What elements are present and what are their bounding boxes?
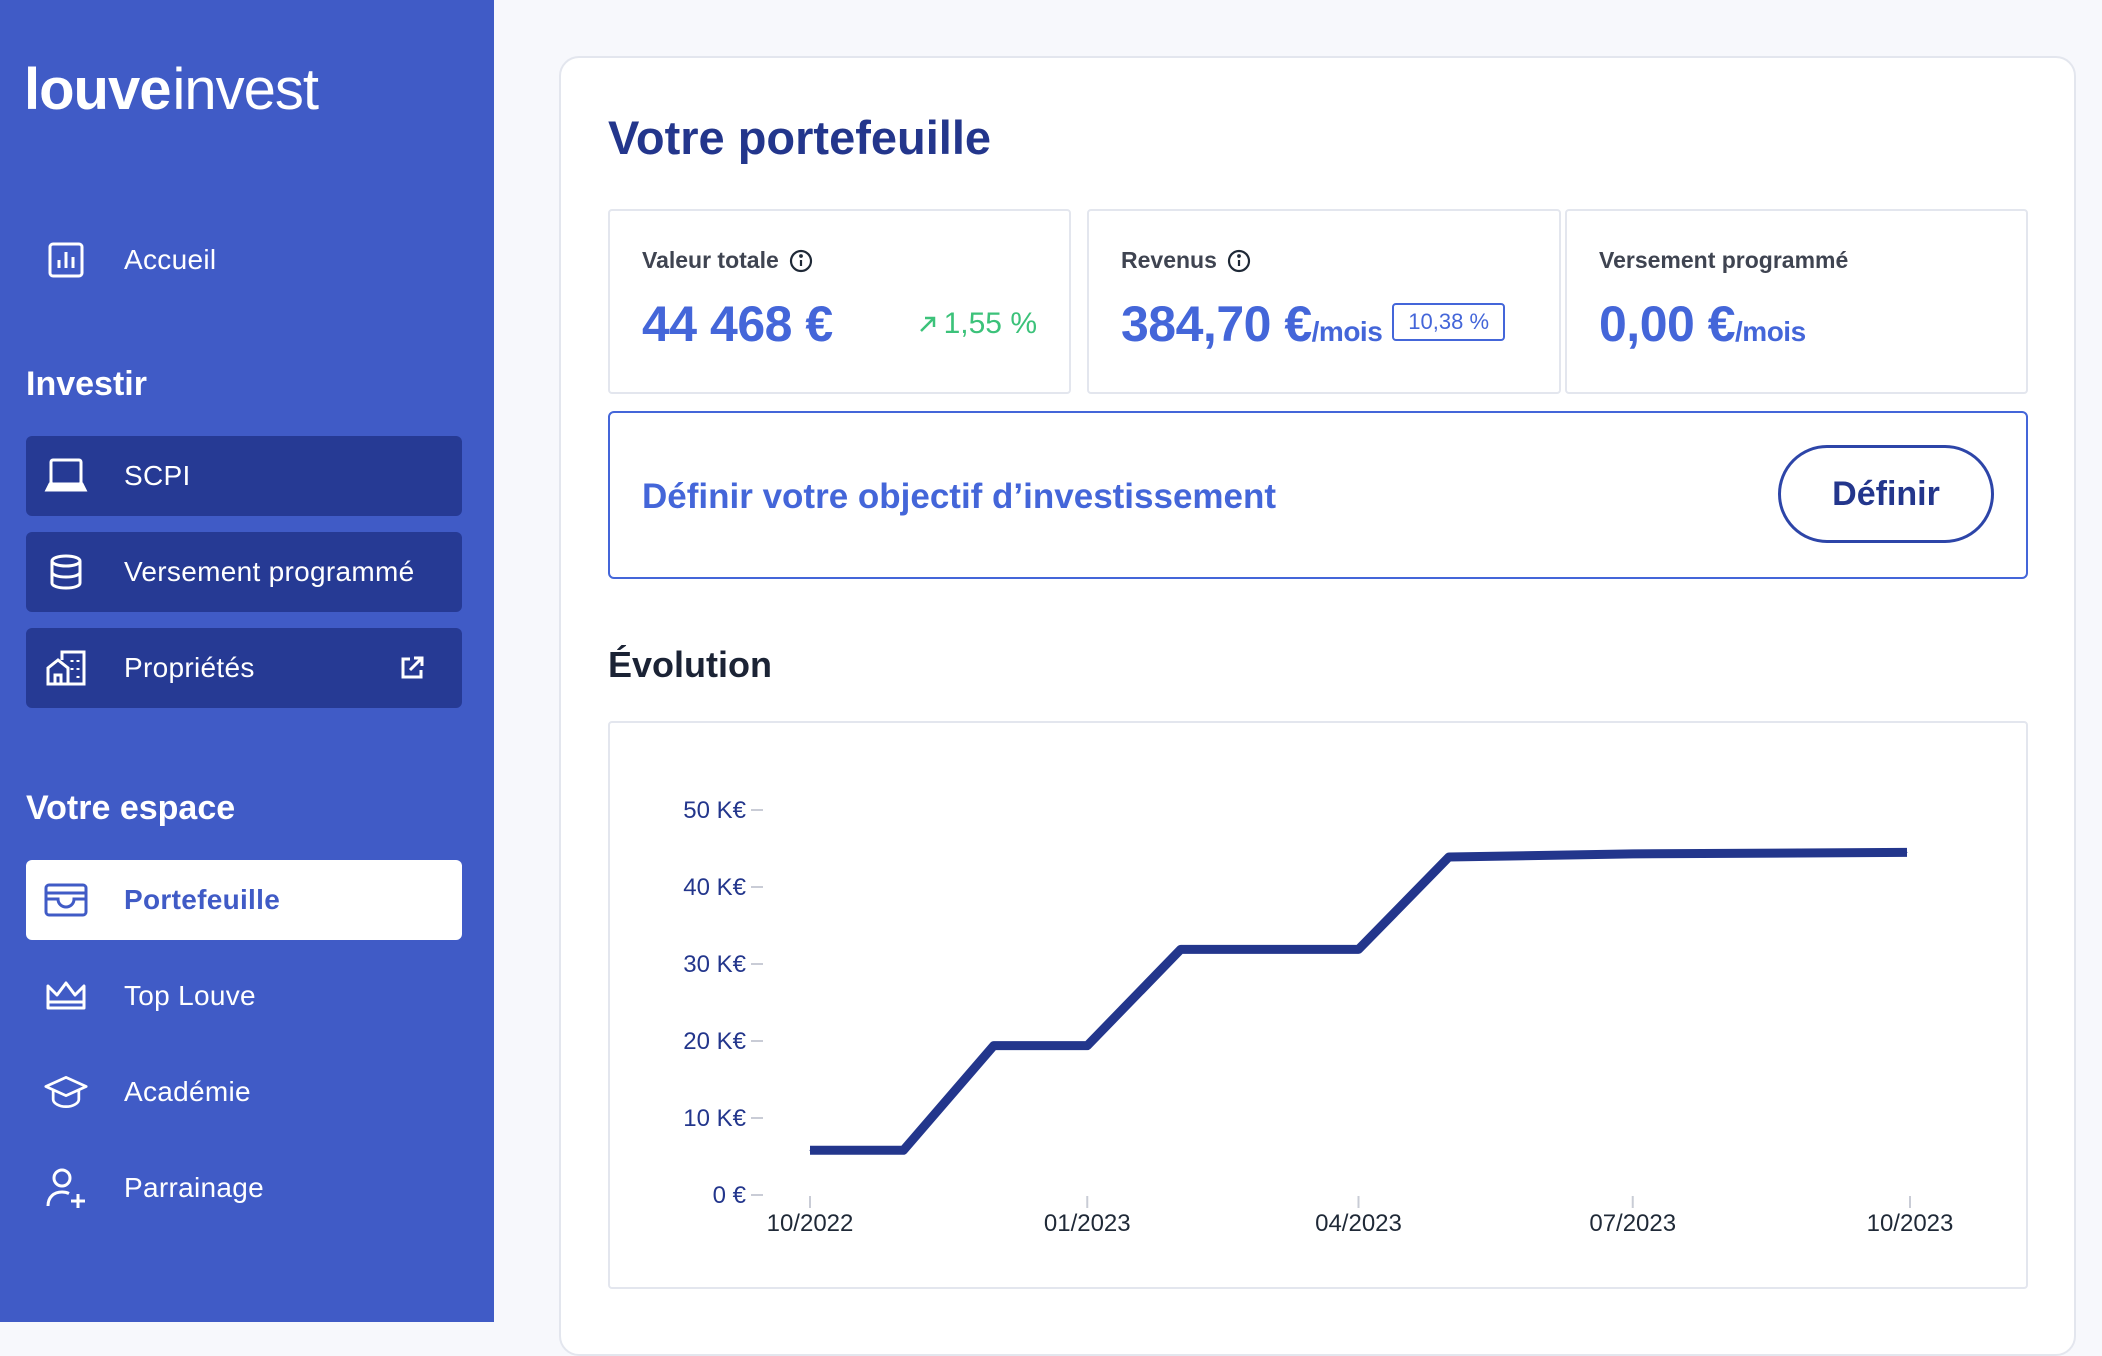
data-point	[1632, 853, 1634, 855]
page-title: Votre portefeuille	[608, 111, 992, 164]
x-tick-label: 04/2023	[1315, 1210, 1402, 1237]
sidebar: louve invest Accueil Investir SCPI Verse…	[0, 0, 494, 1322]
define-objective-button[interactable]: Définir	[1778, 445, 1994, 543]
stat-value: 44 468 €	[642, 296, 833, 352]
series-line	[810, 847, 1908, 1155]
data-point	[902, 1149, 904, 1151]
data-point	[1180, 948, 1182, 950]
sidebar-item-label: Académie	[124, 1076, 251, 1107]
bar-chart-icon	[44, 238, 88, 282]
sidebar-item-label: Propriétés	[124, 652, 255, 683]
x-tick-label: 10/2023	[1867, 1210, 1954, 1237]
sidebar-item-proprietes[interactable]: Propriétés	[26, 628, 462, 708]
evolution-title: Évolution	[608, 644, 772, 685]
data-point	[1448, 856, 1450, 858]
sidebar-item-scpi[interactable]: SCPI	[26, 436, 462, 516]
crown-icon	[44, 974, 88, 1018]
database-icon	[44, 550, 88, 594]
stat-value: 384,70 €	[1121, 296, 1312, 352]
yield-badge: 10,38 %	[1392, 302, 1506, 341]
stat-title-text: Valeur totale	[642, 247, 779, 273]
data-point	[1906, 851, 1908, 853]
sidebar-item-label: Portefeuille	[124, 884, 281, 915]
sidebar-item-label: Parrainage	[124, 1172, 264, 1203]
stat-scheduled-payment: Versement programmé 0,00 €/mois	[1565, 209, 2028, 394]
graduation-cap-icon	[44, 1070, 88, 1114]
evolution-chart: 0 € 10 K€ 20 K€ 30 K€ 40 K€ 50 K€ 10/2022 01/20…	[608, 721, 2028, 1289]
laptop-icon	[44, 454, 88, 498]
louveinvest-logo[interactable]: louve invest	[24, 56, 320, 123]
stat-title-text: Revenus	[1121, 247, 1217, 273]
x-tick-label: 07/2023	[1589, 1210, 1676, 1237]
y-tick-label: 10 K€	[683, 1105, 746, 1132]
y-tick-label: 40 K€	[683, 874, 746, 901]
sidebar-item-label: SCPI	[124, 460, 191, 491]
stat-title: Revenus	[1121, 247, 1251, 274]
stat-unit: /mois	[1735, 316, 1806, 347]
buildings-icon	[44, 646, 88, 690]
sidebar-item-label: Accueil	[124, 244, 217, 275]
objective-text: Définir votre objectif d’investissement	[642, 477, 1277, 516]
info-icon[interactable]	[789, 249, 813, 273]
y-tick-label: 50 K€	[683, 797, 746, 824]
logo-bold-text: louve	[24, 57, 171, 122]
info-icon[interactable]	[1227, 249, 1251, 273]
arrow-up-right-icon	[919, 316, 935, 332]
sidebar-item-accueil[interactable]: Accueil	[26, 220, 462, 300]
stat-value-row: 384,70 €/mois 10,38 %	[1121, 295, 1506, 353]
x-tick-label: 10/2022	[767, 1210, 854, 1237]
stat-title-text: Versement programmé	[1599, 247, 1849, 273]
sidebar-item-versement-programme[interactable]: Versement programmé	[26, 532, 462, 612]
stat-total-value: Valeur totale 44 468 € 1,55 %	[608, 209, 1071, 394]
stat-value: 0,00 €	[1599, 296, 1736, 352]
sidebar-item-label: Versement programmé	[124, 556, 415, 587]
section-title-votre-espace: Votre espace	[26, 789, 236, 827]
y-tick-label: 0 €	[713, 1182, 747, 1209]
user-plus-icon	[44, 1166, 88, 1210]
investment-objective-banner: Définir votre objectif d’investissement …	[608, 411, 2028, 579]
sidebar-item-parrainage[interactable]: Parrainage	[26, 1148, 462, 1228]
wallet-icon	[44, 878, 88, 922]
stat-title: Valeur totale	[642, 247, 813, 274]
y-tick-label: 20 K€	[683, 1028, 746, 1055]
sidebar-item-academie[interactable]: Académie	[26, 1052, 462, 1132]
section-title-investir: Investir	[26, 365, 147, 403]
y-tick-label: 30 K€	[683, 951, 746, 978]
x-tick-label: 01/2023	[1044, 1210, 1131, 1237]
evolution-chart-svg: 0 € 10 K€ 20 K€ 30 K€ 40 K€ 50 K€ 10/2022 01/20…	[683, 797, 1954, 1237]
stat-unit: /mois	[1311, 316, 1383, 347]
external-link-icon	[401, 656, 424, 679]
data-point	[1086, 1045, 1088, 1047]
stat-income: Revenus 384,70 €/mois 10,38 %	[1087, 209, 1561, 394]
sidebar-item-label: Top Louve	[124, 980, 256, 1011]
trend-indicator: 1,55 %	[916, 307, 1037, 341]
trend-value: 1,55 %	[943, 307, 1037, 340]
data-point	[993, 1045, 995, 1047]
sidebar-item-portefeuille[interactable]: Portefeuille	[26, 860, 462, 940]
sidebar-item-top-louve[interactable]: Top Louve	[26, 956, 462, 1036]
logo-light-text: invest	[172, 57, 320, 122]
stat-title: Versement programmé	[1599, 247, 1848, 274]
data-point	[809, 1149, 811, 1151]
stat-value-row: 0,00 €/mois	[1599, 295, 1806, 353]
data-point	[1357, 948, 1359, 950]
